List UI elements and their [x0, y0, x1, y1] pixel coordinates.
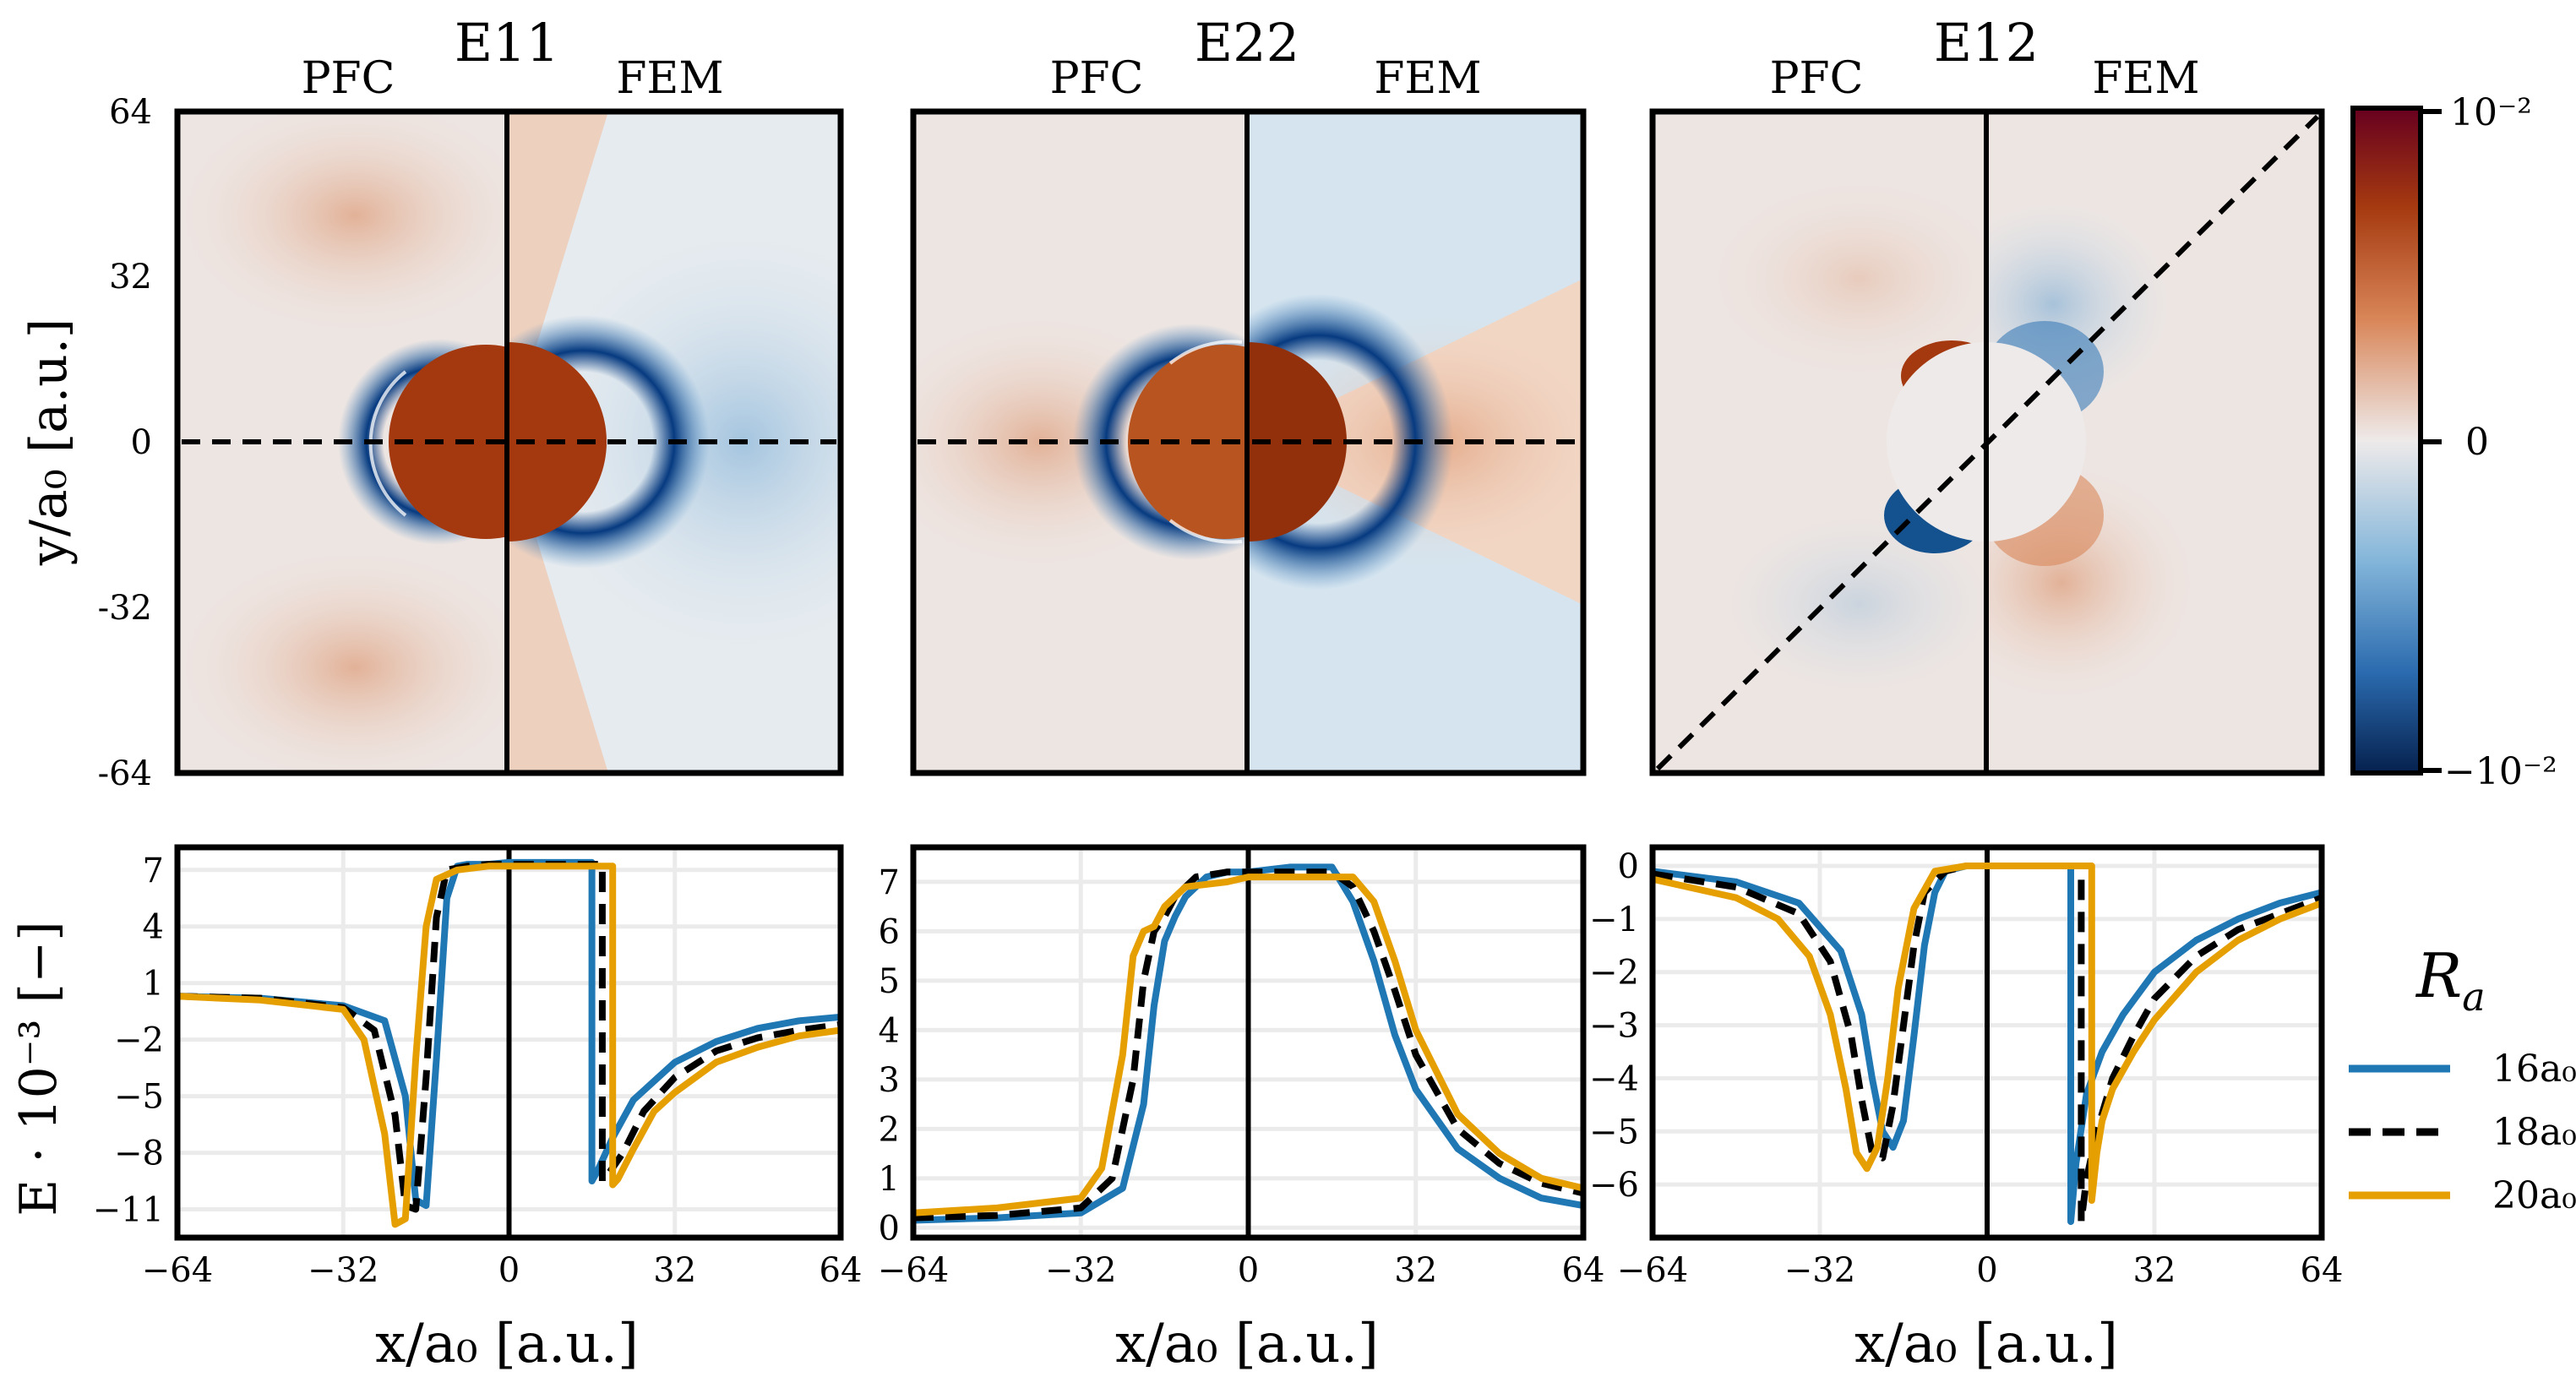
heatmap-ytick-m64: -64	[98, 754, 152, 793]
heatmap-e22	[910, 108, 1587, 776]
xtick-label: 0	[1976, 1251, 1997, 1290]
plot-frame	[1649, 844, 2325, 1241]
ytick-label: −5	[114, 1078, 164, 1117]
xtick-label: −32	[308, 1251, 379, 1290]
ytick-label: −8	[114, 1135, 164, 1173]
line-plot-2: −64 −32 0 32 64 0 −1 −2 −3 −4 −5 −6	[1589, 844, 2344, 1290]
ytick-label: 7	[143, 852, 164, 890]
ytick-label: −11	[93, 1191, 164, 1230]
ytick-label: −2	[1589, 954, 1639, 993]
xtick-label: 32	[1394, 1251, 1437, 1290]
heatmap-ylabel: y/a₀ [a.u.]	[19, 318, 79, 566]
ytick-label: 5	[879, 962, 900, 1001]
ytick-label: −3	[1589, 1007, 1639, 1046]
xtick-label: −32	[1045, 1251, 1116, 1290]
ytick-label: 1	[143, 965, 164, 1004]
heatmap-e12-title: E12	[1934, 12, 2039, 73]
ytick-label: −5	[1589, 1113, 1639, 1151]
ytick-label: 2	[879, 1110, 900, 1149]
line-ylabel: E · 10⁻³ [−]	[9, 921, 68, 1216]
heatmap-e11-title: E11	[455, 12, 559, 73]
series-line-20	[913, 874, 1583, 1216]
xtick-label: 0	[1238, 1251, 1259, 1290]
line-xlabel-0: x/a₀ [a.u.]	[375, 1313, 639, 1375]
heatmap-e12-fem-field	[1986, 194, 2197, 701]
heatmap-ytick-64: 64	[109, 93, 152, 132]
heatmap-ytick-0: 0	[131, 423, 152, 462]
ytick-label: 4	[879, 1011, 900, 1050]
legend-label-20: 20a₀	[2492, 1174, 2576, 1217]
xtick-label: −64	[878, 1251, 949, 1290]
series-line-20	[1653, 863, 2322, 1204]
colorbar: 10⁻² 0 −10⁻²	[2350, 91, 2557, 793]
heatmap-ytick-32: 32	[109, 258, 152, 297]
series-line-18	[1653, 863, 2322, 1226]
heatmap-y-axis: 64 32 0 -32 -64	[98, 93, 152, 793]
heatmap-e11-left-label: PFC	[302, 53, 395, 104]
series-line-18	[913, 868, 1583, 1222]
line-plots: −64 −32 0 32 64 7 4 1 −2 −5 −8 −11 −64 −32 0 32 64 0 1 2 3 4 5…	[93, 844, 2344, 1290]
xtick-label: 32	[653, 1251, 696, 1290]
plot-frame	[174, 844, 844, 1241]
ytick-label: 4	[143, 908, 164, 947]
ytick-label: −6	[1589, 1166, 1639, 1205]
heatmap-e11	[174, 108, 844, 776]
ytick-label: 6	[879, 912, 900, 951]
ytick-label: 0	[1618, 847, 1639, 886]
line-xlabel-2: x/a₀ [a.u.]	[1854, 1313, 2118, 1375]
series-line-20	[177, 863, 841, 1228]
xtick-label: 64	[2301, 1251, 2344, 1290]
legend-label-16: 16a₀	[2492, 1048, 2576, 1091]
heatmap-e22-pfc-field	[913, 315, 1247, 569]
heatmap-e12	[1649, 108, 2325, 776]
series-line-16	[913, 863, 1583, 1224]
ytick-label: 0	[879, 1209, 900, 1248]
xtick-label: 0	[498, 1251, 520, 1290]
legend-label-18: 18a₀	[2492, 1111, 2576, 1154]
ytick-label: −4	[1589, 1059, 1639, 1098]
line-xlabel-1: x/a₀ [a.u.]	[1115, 1313, 1379, 1375]
xtick-label: −32	[1784, 1251, 1855, 1290]
heatmap-e22-left-label: PFC	[1050, 53, 1144, 104]
plot-frame	[910, 844, 1587, 1241]
colorbar-gradient	[2350, 106, 2423, 776]
heatmap-e22-right-label: FEM	[1374, 53, 1481, 104]
ytick-label: −1	[1589, 901, 1639, 939]
heatmap-e12-cut-line	[1655, 114, 2320, 771]
ytick-label: −2	[114, 1021, 164, 1060]
heatmap-e12-right-label: FEM	[2092, 53, 2199, 104]
xtick-label: 32	[2133, 1251, 2176, 1290]
line-plot-1: −64 −32 0 32 64 0 1 2 3 4 5 6 7	[878, 844, 1605, 1290]
xtick-label: 64	[820, 1251, 863, 1290]
ytick-label: 3	[879, 1061, 900, 1100]
legend-title: Ra	[2415, 940, 2486, 1020]
heatmap-e12-left-label: PFC	[1770, 53, 1864, 104]
ytick-label: 7	[879, 863, 900, 902]
heatmap-e11-right-label: FEM	[616, 53, 723, 104]
xtick-label: −64	[1617, 1251, 1688, 1290]
heatmap-e11-pfc-field	[177, 112, 507, 773]
heatmap-ytick-m32: -32	[98, 589, 152, 628]
xtick-label: 64	[1562, 1251, 1605, 1290]
xtick-label: −64	[142, 1251, 213, 1290]
line-plot-0: −64 −32 0 32 64 7 4 1 −2 −5 −8 −11	[93, 844, 863, 1290]
colorbar-zero-label: 0	[2465, 421, 2489, 464]
colorbar-min-label: −10⁻²	[2444, 750, 2557, 793]
colorbar-max-label: 10⁻²	[2450, 91, 2532, 134]
legend: Ra 16a₀ 18a₀ 20a₀	[2349, 940, 2576, 1217]
ytick-label: 1	[879, 1160, 900, 1199]
heatmap-e22-title: E22	[1195, 12, 1299, 73]
